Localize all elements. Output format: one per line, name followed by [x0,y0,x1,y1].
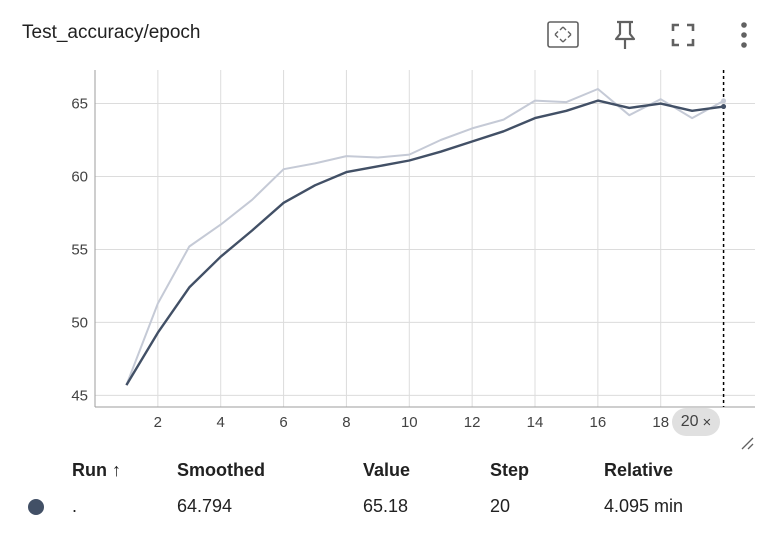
y-tick-label: 65 [71,96,88,113]
series-line-raw [125,88,725,386]
x-tick-label: 2 [154,414,162,431]
hover-point-raw [721,98,727,104]
x-tick-label: 16 [590,414,607,431]
run-color-dot [28,498,44,515]
line-chart[interactable]: 45 50 55 60 65 2 4 6 8 10 12 14 16 18 [0,60,781,440]
x-tick-label: 12 [464,414,481,431]
x-tick-label: 4 [217,414,225,431]
legend-header-row: Run ↑ Smoothed Value Step Relative [20,456,754,484]
header-step[interactable]: Step [490,459,530,480]
header-smoothed[interactable]: Smoothed [177,459,265,480]
run-legend-table: Run ↑ Smoothed Value Step Relative . 64.… [20,456,754,528]
hover-step-label: 20 [680,413,699,430]
header-run[interactable]: Run ↑ [72,459,121,480]
run-color-cell [20,484,72,528]
header-relative[interactable]: Relative [604,459,674,480]
pin-button[interactable] [608,18,642,52]
close-icon[interactable]: × [702,413,712,431]
series-line-smoothed [125,99,724,386]
legend-row: . 64.794 65.18 20 4.095 min [20,484,754,528]
y-tick-label: 45 [71,387,88,404]
y-tick-label: 55 [71,241,88,258]
x-tick-label: 6 [279,414,287,431]
fit-domain-button[interactable] [546,18,580,52]
x-tick-label: 8 [342,414,350,431]
run-name: . [72,495,78,516]
pin-icon [614,20,636,49]
fit-domain-icon [547,21,579,48]
header-color [20,456,72,484]
header-value[interactable]: Value [363,459,411,480]
x-tick-label: 10 [401,414,418,431]
raw-value: 65.18 [363,495,409,516]
step-value: 20 [490,495,511,516]
x-tick-label: 18 [652,414,669,431]
more-options-button[interactable] [728,18,762,52]
card-toolbar [540,18,770,52]
more-vert-icon [741,22,747,48]
hover-step-badge: 20 × [672,408,720,436]
relative-time: 4.095 min [604,495,684,516]
y-tick-label: 60 [71,168,88,185]
fullscreen-button[interactable] [666,18,700,52]
hover-point-smoothed [721,104,727,110]
resize-handle-icon[interactable] [740,436,754,450]
smoothed-value: 64.794 [177,495,233,516]
chart-title: Test_accuracy/epoch [22,22,201,43]
y-tick-label: 50 [71,314,88,331]
x-tick-label: 14 [527,414,544,431]
fullscreen-icon [671,23,695,47]
